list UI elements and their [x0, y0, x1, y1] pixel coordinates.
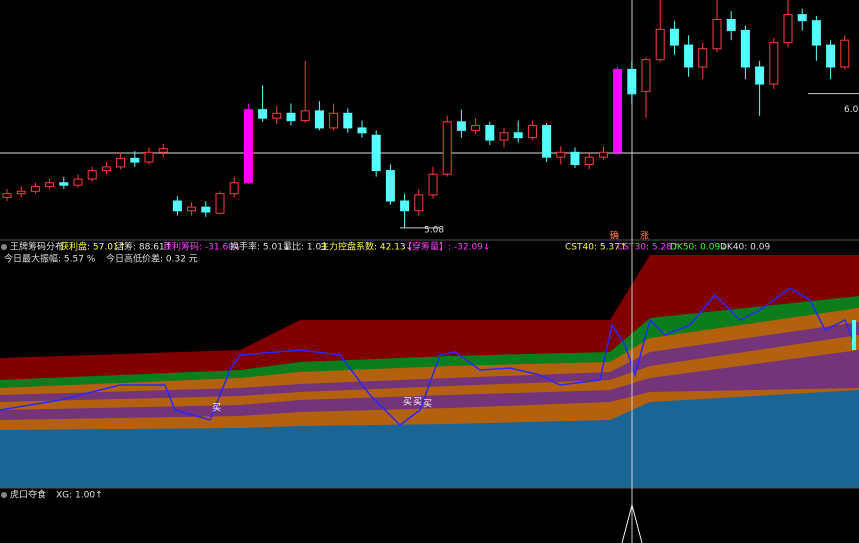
- candle-body: [385, 170, 395, 202]
- candle-body: [428, 173, 438, 196]
- buy-label: 买: [413, 397, 422, 408]
- candle-body: [556, 151, 566, 158]
- candle-body: [229, 182, 239, 195]
- indicator-item: DK40: 0.09: [720, 243, 770, 253]
- candle-body: [485, 124, 495, 141]
- candle-body: [286, 112, 296, 122]
- candle-body: [542, 124, 552, 158]
- cost-line: [0, 287, 856, 426]
- panel-dot: [1, 244, 7, 250]
- candle-body: [570, 151, 580, 165]
- candle-body: [187, 206, 197, 212]
- buy-label: 买: [212, 403, 221, 414]
- candle-body: [471, 124, 481, 131]
- candle-body: [400, 200, 410, 212]
- indicator-item: 活筹: 88.61↑: [115, 241, 172, 253]
- marker-bar: [852, 320, 856, 350]
- candle-body: [101, 166, 111, 172]
- candle-body: [16, 190, 26, 195]
- candle-body: [655, 28, 665, 61]
- candle-body: [116, 157, 126, 168]
- candle-body: [314, 110, 324, 129]
- candle-body: [144, 151, 154, 163]
- candle-body: [59, 182, 69, 186]
- indicator-item: 主力控盘系数: 42.13↓: [320, 241, 413, 253]
- price-label: 6.05: [844, 105, 859, 115]
- signal-spike: [621, 503, 643, 543]
- candle-body: [243, 109, 253, 184]
- candle-body: [172, 200, 182, 212]
- candle-body: [499, 132, 509, 141]
- info-text: 今日高低价差: 0.32 元: [106, 253, 198, 265]
- candle-body: [45, 182, 55, 187]
- candle-body: [158, 148, 168, 153]
- indicator-item: 获利盘: 57.01↑: [60, 241, 126, 253]
- candle-body: [201, 206, 211, 213]
- candle-body: [2, 193, 12, 198]
- candle-body: [87, 170, 97, 180]
- candle-body: [272, 112, 282, 119]
- candle-body: [414, 194, 424, 212]
- candle-body: [329, 112, 339, 129]
- candle-body: [130, 157, 140, 163]
- signal-label: 涨: [640, 231, 649, 242]
- candle-body: [343, 112, 353, 129]
- chip-band: [0, 390, 859, 488]
- candle-body: [684, 44, 694, 68]
- indicator-item: 量比: 1.03: [283, 241, 327, 253]
- chip-bands: [0, 255, 859, 488]
- buy-label: 买: [423, 399, 432, 410]
- candle-body: [442, 121, 452, 175]
- candle-body: [527, 124, 537, 139]
- indicator-item: 【穿筹量】: -32.09↓: [403, 241, 490, 253]
- candle-body: [726, 18, 736, 31]
- candle-body: [797, 14, 807, 22]
- indicator-item: DK50: 0.09↓: [670, 243, 728, 253]
- candle-body: [840, 39, 850, 68]
- panel-title: 王牌筹码分布: [10, 241, 64, 253]
- candle-body: [826, 44, 836, 68]
- candle-body: [300, 110, 310, 122]
- panel-value: XG: 1.00↑: [56, 491, 103, 501]
- candle-body: [769, 42, 779, 85]
- candle-body: [740, 29, 750, 68]
- candle-body: [357, 127, 367, 134]
- indicator-item: CST40: 5.37↑: [565, 243, 627, 253]
- candle-body: [598, 151, 608, 158]
- candle-body: [30, 185, 40, 192]
- candle-body: [783, 14, 793, 44]
- indicator-item: CST30: 5.28↑: [617, 243, 679, 253]
- candle-body: [811, 20, 821, 46]
- candle-body: [613, 68, 623, 153]
- indicator-item: 获利筹码: -31.60↓: [163, 241, 241, 253]
- candle-body: [641, 59, 651, 92]
- candle-body: [712, 18, 722, 50]
- panel-title: 虎口夺食: [10, 489, 46, 501]
- candle-body: [73, 178, 83, 186]
- candle-body: [456, 121, 466, 131]
- candle-body: [258, 109, 268, 119]
- panel-dot: [1, 492, 7, 498]
- price-label: 5.08: [424, 225, 444, 235]
- indicator-item: 换手率: 5.01↓: [230, 241, 290, 253]
- candle-body: [513, 132, 523, 139]
- candle-body: [371, 134, 381, 172]
- signal-label: 确: [610, 230, 619, 242]
- candle-body: [584, 156, 594, 165]
- candle-body: [215, 193, 225, 214]
- candle-body: [669, 28, 679, 46]
- buy-label: 买: [403, 397, 412, 408]
- candle-body: [698, 48, 708, 68]
- candle-body: [627, 68, 637, 95]
- candle-body: [755, 66, 765, 85]
- info-text: 今日最大振幅: 5.57 %: [4, 253, 96, 265]
